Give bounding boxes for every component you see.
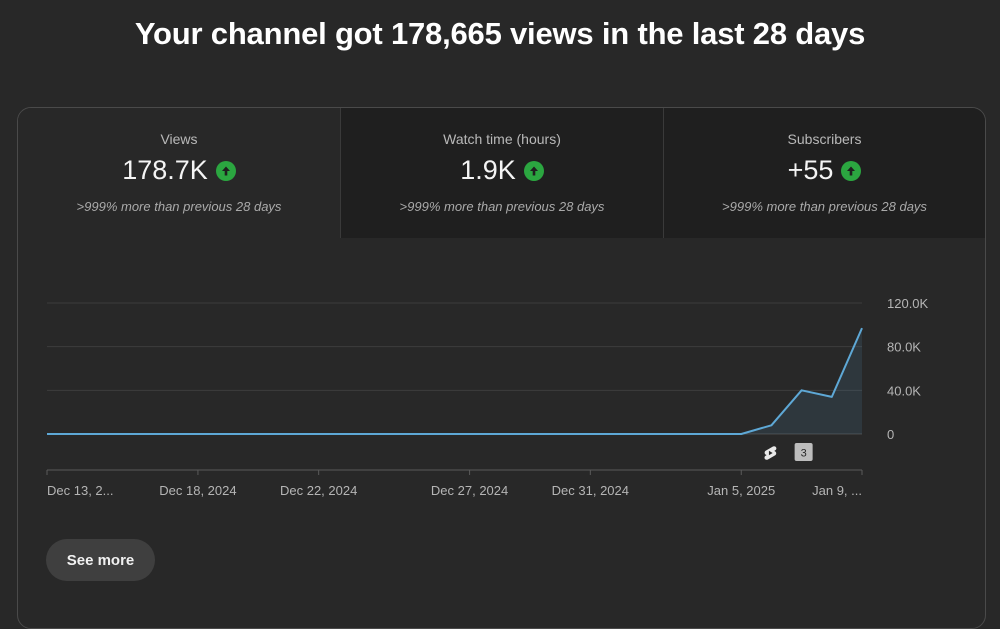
series-area bbox=[47, 328, 862, 434]
y-tick-label: 120.0K bbox=[887, 296, 929, 311]
see-more-button[interactable]: See more bbox=[46, 539, 155, 581]
x-tick-label: Dec 18, 2024 bbox=[159, 483, 236, 498]
x-tick-label: Jan 5, 2025 bbox=[707, 483, 775, 498]
x-tick-label: Dec 27, 2024 bbox=[431, 483, 508, 498]
marker-badge-count: 3 bbox=[801, 448, 807, 460]
y-tick-label: 40.0K bbox=[887, 383, 921, 398]
x-tick-label: Dec 13, 2... bbox=[47, 483, 113, 498]
y-tick-label: 0 bbox=[887, 427, 894, 442]
views-chart: 120.0K 80.0K 40.0K 0 Dec 13, 2... Dec 18, 202… bbox=[0, 0, 1000, 600]
y-tick-label: 80.0K bbox=[887, 340, 921, 355]
x-tick-label: Dec 31, 2024 bbox=[552, 483, 629, 498]
x-tick-label: Dec 22, 2024 bbox=[280, 483, 357, 498]
series-line bbox=[47, 328, 862, 434]
x-tick-label: Jan 9, ... bbox=[812, 483, 862, 498]
shorts-icon bbox=[764, 446, 776, 460]
